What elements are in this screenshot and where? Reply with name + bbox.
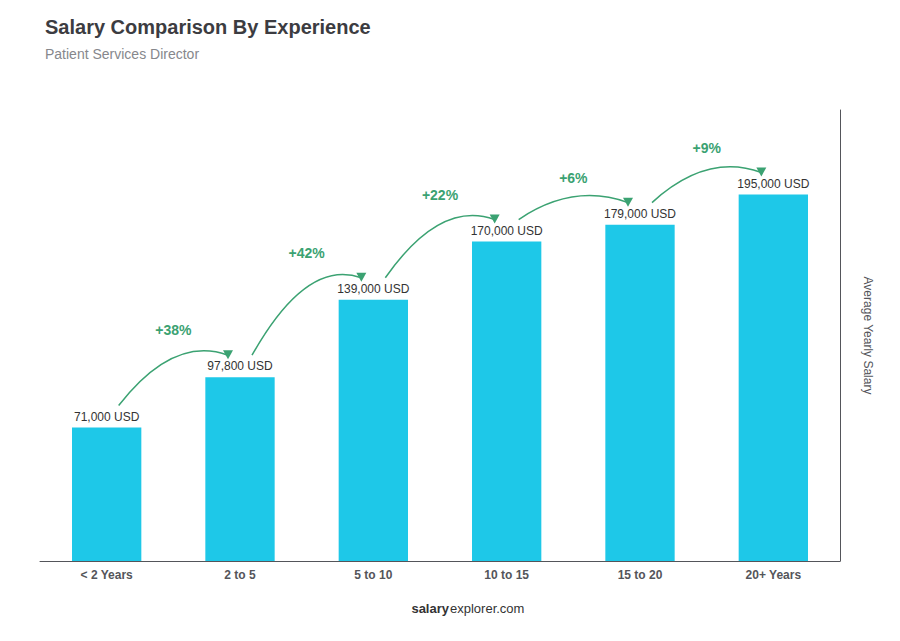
- svg-text:179,000 USD: 179,000 USD: [604, 207, 676, 221]
- svg-text:+38%: +38%: [155, 322, 192, 338]
- svg-text:20+ Years: 20+ Years: [746, 568, 802, 582]
- svg-text:Average Yearly Salary: Average Yearly Salary: [861, 277, 875, 395]
- svg-text:Patient Services Director: Patient Services Director: [45, 46, 199, 62]
- svg-text:97,800 USD: 97,800 USD: [207, 359, 273, 373]
- svg-text:+6%: +6%: [559, 170, 588, 186]
- svg-text:139,000 USD: 139,000 USD: [337, 282, 409, 296]
- svg-text:explorer.com: explorer.com: [450, 601, 524, 616]
- svg-text:15 to 20: 15 to 20: [618, 568, 663, 582]
- svg-text:+9%: +9%: [692, 140, 721, 156]
- svg-text:5 to 10: 5 to 10: [354, 568, 392, 582]
- svg-text:195,000 USD: 195,000 USD: [737, 177, 809, 191]
- svg-text:< 2 Years: < 2 Years: [81, 568, 133, 582]
- svg-text:salary: salary: [411, 601, 449, 616]
- svg-text:170,000 USD: 170,000 USD: [471, 224, 543, 238]
- svg-text:10 to 15: 10 to 15: [484, 568, 529, 582]
- svg-text:+22%: +22%: [422, 187, 459, 203]
- svg-text:2 to 5: 2 to 5: [224, 568, 256, 582]
- svg-text:71,000 USD: 71,000 USD: [74, 410, 140, 424]
- svg-text:Salary Comparison By Experienc: Salary Comparison By Experience: [45, 16, 371, 38]
- svg-text:+42%: +42%: [289, 245, 326, 261]
